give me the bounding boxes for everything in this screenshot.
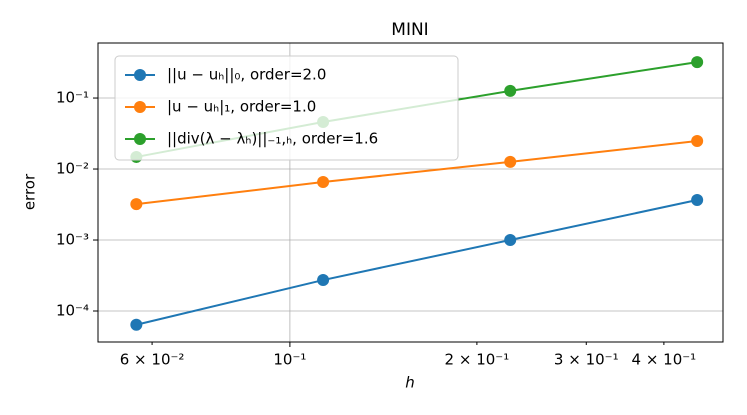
y-axis-label: error [21,173,39,210]
y-tick-label: 10⁻⁴ [56,302,89,320]
data-point [504,155,517,168]
series-line [136,140,698,206]
legend-box [114,55,459,161]
plot-frame [97,42,724,343]
x-tick-label: 6 × 10⁻² [120,351,185,369]
data-point [130,318,143,331]
x-tick-label: 2 × 10⁻¹ [445,351,510,369]
x-axis-label: h [405,374,415,392]
y-tick-label: 10⁻² [56,160,89,178]
data-point [504,234,517,247]
data-point [691,194,704,207]
data-point [691,56,704,69]
y-tick-label: 10⁻³ [56,231,89,249]
data-point [691,135,704,148]
legend-marker [134,69,146,81]
y-tick-label: 10⁻¹ [56,89,89,107]
data-point [130,198,143,211]
data-point [317,176,330,189]
legend-label: ||u − uₕ||₀, order=2.0 [167,66,326,84]
chart-title: MINI [391,20,428,40]
series-line [136,199,698,326]
data-point [504,84,517,97]
legend-label: |u − uₕ|₁, order=1.0 [167,98,316,116]
legend-marker [134,133,146,145]
legend-marker [134,101,146,113]
x-tick-label: 10⁻¹ [273,351,306,369]
x-tick-label: 4 × 10⁻¹ [632,351,697,369]
data-point [317,274,330,287]
legend-label: ||div(λ − λₕ)||₋₁,ₕ, order=1.6 [167,130,378,148]
x-tick-label: 3 × 10⁻¹ [554,351,619,369]
